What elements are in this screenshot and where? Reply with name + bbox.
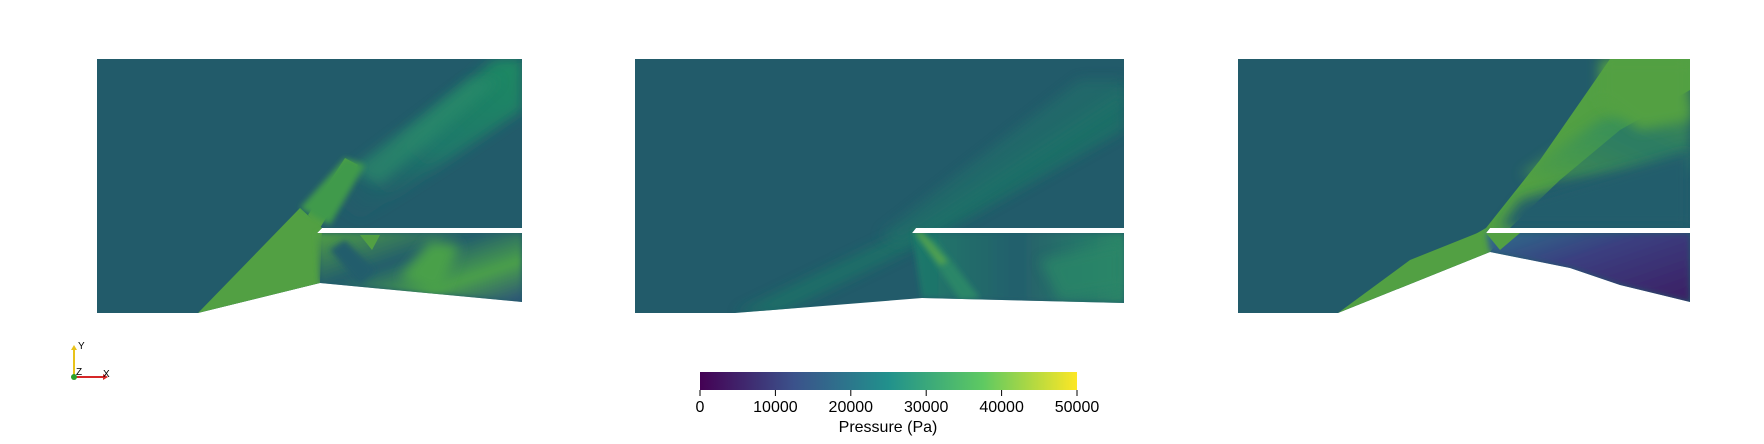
colorbar-title: Pressure (Pa) (839, 419, 938, 436)
x-axis-label: X (103, 369, 110, 380)
colorbar-tick-label: 40000 (979, 399, 1024, 416)
x-axis-arrow (103, 374, 108, 380)
y-axis-arrow (71, 345, 77, 350)
pressure-field-panel-2 (635, 59, 1124, 313)
pressure-field-panel-1 (97, 59, 522, 313)
colorbar-ticks: 0 10000 20000 30000 40000 50000 (696, 390, 1100, 416)
colorbar-tick-label: 0 (696, 399, 705, 416)
y-axis-label: Y (78, 341, 85, 352)
colorbar-tick-label: 20000 (829, 399, 874, 416)
colorbar-gradient (700, 372, 1077, 390)
colorbar-tick-label: 30000 (904, 399, 949, 416)
z-axis-point (71, 374, 77, 380)
colorbar-tick-label: 10000 (753, 399, 798, 416)
pressure-field-panel-3 (1238, 59, 1690, 313)
colorbar: 0 10000 20000 30000 40000 50000 Pressure (Pa) (696, 372, 1100, 436)
orientation-axes: Y Z X (71, 341, 110, 380)
z-axis-label: Z (76, 367, 82, 378)
colorbar-tick-label: 50000 (1055, 399, 1100, 416)
